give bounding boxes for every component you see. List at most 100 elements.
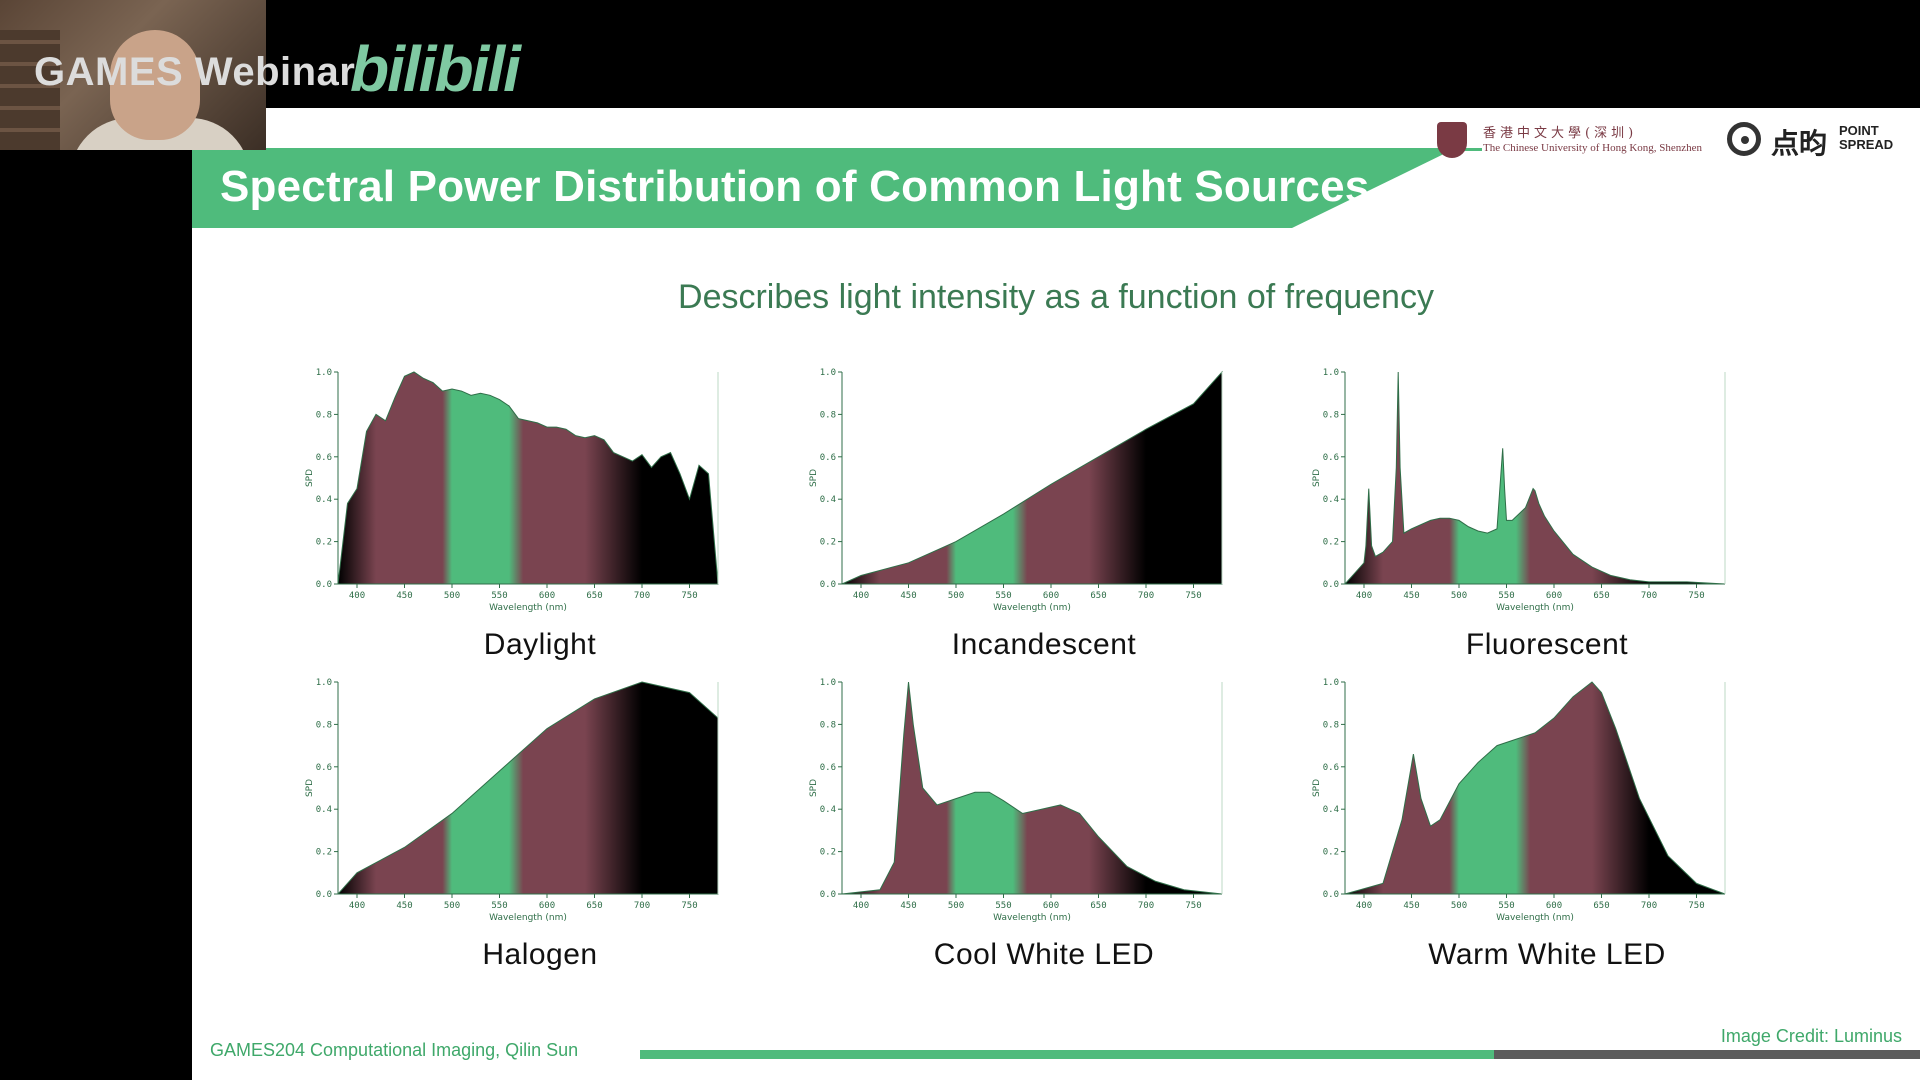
- bookshelf: [0, 30, 60, 150]
- y-tick-label: 0.4: [1323, 495, 1339, 505]
- y-axis-label: SPD: [1312, 779, 1322, 797]
- y-tick-label: 1.0: [1323, 368, 1339, 378]
- bilibili-logo: bilibili: [350, 33, 521, 105]
- footer-course: GAMES204 Computational Imaging, Qilin Su…: [210, 1040, 579, 1060]
- caption-cool-white-led: Cool White LED: [933, 938, 1155, 971]
- x-tick-label: 650: [586, 591, 602, 601]
- cuhk-name-cn: 香港中文大學(深圳): [1483, 126, 1638, 141]
- x-tick-label: 550: [1498, 591, 1514, 601]
- caption-daylight: Daylight: [483, 628, 597, 661]
- x-tick-label: 450: [1403, 591, 1419, 601]
- pointspread-name-cn: 点昀: [1771, 128, 1828, 159]
- x-tick-label: 700: [1641, 901, 1657, 911]
- x-tick-label: 700: [1641, 591, 1657, 601]
- y-axis-label: SPD: [1312, 469, 1322, 487]
- y-tick-label: 0.6: [1323, 453, 1339, 463]
- x-tick-label: 700: [634, 591, 650, 601]
- footer-credit: Image Credit: Luminus: [1720, 1026, 1902, 1046]
- y-tick-label: 0.0: [1323, 890, 1339, 900]
- x-tick-label: 600: [1546, 901, 1562, 911]
- x-tick-label: 400: [853, 901, 869, 911]
- x-tick-label: 450: [396, 901, 412, 911]
- x-tick-label: 700: [1138, 901, 1154, 911]
- y-tick-label: 0.8: [1323, 720, 1339, 730]
- caption-warm-white-led: Warm White LED: [1428, 938, 1666, 971]
- x-tick-label: 500: [948, 591, 964, 601]
- progress-track: [640, 1050, 1920, 1059]
- x-tick-label: 600: [1043, 591, 1059, 601]
- y-axis-label: SPD: [305, 779, 315, 797]
- presenter-head: [110, 30, 200, 140]
- x-tick-label: 650: [1090, 901, 1106, 911]
- eye-icon: [1727, 122, 1761, 156]
- y-tick-label: 0.4: [820, 495, 836, 505]
- webinar-label: GAMES Webinar: [34, 50, 356, 94]
- spd-plot-fluorescent: 0.0 0.2 0.4 0.6 0.8 1.0 400 450 500 550 600 650 700 7…: [1312, 368, 1726, 613]
- x-tick-label: 750: [681, 591, 697, 601]
- x-tick-label: 750: [681, 901, 697, 911]
- spd-area: [1343, 371, 1726, 585]
- x-tick-label: 700: [1138, 591, 1154, 601]
- x-tick-label: 600: [539, 901, 555, 911]
- y-tick-label: 0.6: [820, 763, 836, 773]
- x-tick-label: 500: [444, 591, 460, 601]
- y-tick-label: 0.2: [820, 538, 836, 548]
- x-tick-label: 650: [586, 901, 602, 911]
- cuhk-logo: 香港中文大學(深圳) The Chinese University of Hon…: [1437, 122, 1897, 162]
- y-tick-label: 0.6: [820, 453, 836, 463]
- x-tick-label: 550: [1498, 901, 1514, 911]
- x-tick-label: 550: [995, 901, 1011, 911]
- cuhk-crest-icon: [1437, 122, 1467, 158]
- y-tick-label: 0.4: [1323, 805, 1339, 815]
- spd-area: [841, 681, 1223, 895]
- y-tick-label: 1.0: [820, 678, 836, 688]
- x-axis-label: Wavelength (nm): [489, 603, 567, 613]
- x-axis-label: Wavelength (nm): [993, 913, 1071, 923]
- x-tick-label: 650: [1593, 591, 1609, 601]
- title-banner: [192, 150, 1452, 228]
- spd-area: [841, 370, 1223, 585]
- x-tick-label: 700: [634, 901, 650, 911]
- x-tick-label: 750: [1688, 591, 1704, 601]
- pointspread-name-en: POINT SPREAD: [1839, 123, 1894, 152]
- x-tick-label: 400: [853, 591, 869, 601]
- x-tick-label: 500: [948, 901, 964, 911]
- x-tick-label: 550: [491, 591, 507, 601]
- spd-plot-cool-white-led: 0.0 0.2 0.4 0.6 0.8 1.0 400 450 500 550 600 650 700 7…: [809, 678, 1223, 923]
- y-tick-label: 1.0: [820, 368, 836, 378]
- y-tick-label: 0.2: [1323, 848, 1339, 858]
- y-tick-label: 1.0: [316, 368, 332, 378]
- x-axis-label: Wavelength (nm): [489, 913, 567, 923]
- x-tick-label: 600: [539, 591, 555, 601]
- spd-area: [337, 371, 719, 585]
- x-tick-label: 400: [349, 901, 365, 911]
- x-tick-label: 450: [1403, 901, 1419, 911]
- slide: Spectral Power Distribution of Common Li…: [192, 108, 1920, 1080]
- caption-fluorescent: Fluorescent: [1465, 628, 1629, 661]
- y-tick-label: 0.8: [820, 720, 836, 730]
- spd-plot-daylight: 0.0 0.2 0.4 0.6 0.8 1.0 400 450 500 550 600 650 700 7…: [305, 368, 719, 613]
- slide-title: Spectral Power Distribution of Common Li…: [220, 162, 1370, 211]
- y-tick-label: 0.6: [316, 453, 332, 463]
- webcam-feed: [0, 0, 266, 150]
- y-tick-label: 0.2: [316, 538, 332, 548]
- y-tick-label: 0.0: [316, 580, 332, 590]
- x-tick-label: 600: [1546, 591, 1562, 601]
- x-tick-label: 750: [1185, 591, 1201, 601]
- slide-subtitle: Describes light intensity as a function …: [678, 278, 1434, 316]
- spd-plot-warm-white-led: 0.0 0.2 0.4 0.6 0.8 1.0 400 450 500 550 600 650 700 7…: [1312, 678, 1726, 923]
- y-tick-label: 0.8: [1323, 410, 1339, 420]
- y-axis-label: SPD: [809, 469, 819, 487]
- x-tick-label: 750: [1185, 901, 1201, 911]
- x-tick-label: 750: [1688, 901, 1704, 911]
- x-tick-label: 550: [491, 901, 507, 911]
- y-axis-label: SPD: [809, 779, 819, 797]
- caption-incandescent: Incandescent: [951, 628, 1137, 661]
- progress-fill: [640, 1050, 1494, 1059]
- y-tick-label: 0.0: [1323, 580, 1339, 590]
- pointspread-logo: 点昀 POINT SPREAD: [1727, 120, 1917, 160]
- x-tick-label: 650: [1593, 901, 1609, 911]
- x-tick-label: 450: [396, 591, 412, 601]
- y-tick-label: 0.6: [316, 763, 332, 773]
- y-tick-label: 0.8: [820, 410, 836, 420]
